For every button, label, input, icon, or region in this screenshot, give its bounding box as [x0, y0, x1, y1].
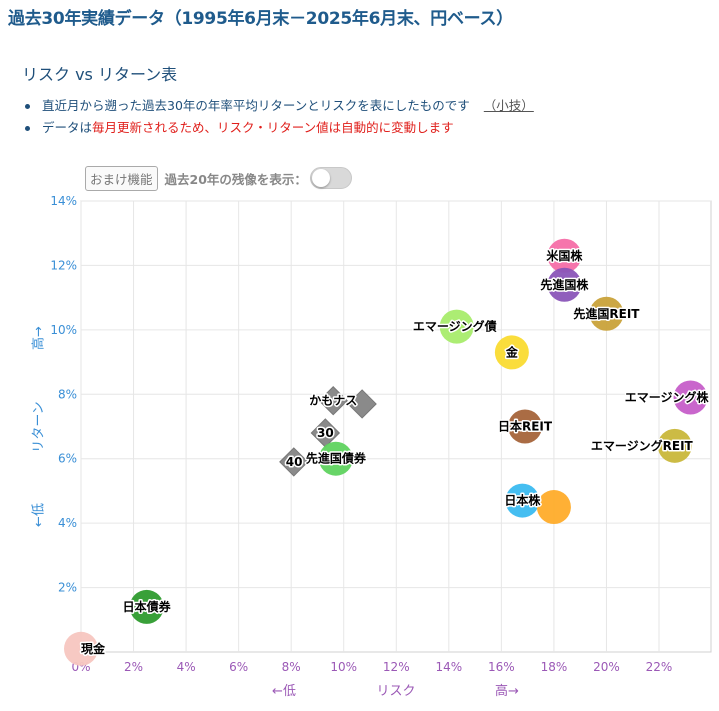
afterimage-toggle-switch[interactable]: [309, 167, 352, 189]
asset-label: 先進国株: [540, 277, 589, 292]
asset-label: 日本株: [504, 493, 541, 508]
chart-subtitle: リスク vs リターン表: [22, 65, 178, 84]
asset-label: エマージングREIT: [591, 438, 694, 453]
asset-label: 日本債券: [123, 599, 172, 614]
x-tick-label: 4%: [177, 660, 196, 674]
asset-label: エマージング株: [625, 390, 710, 405]
bonus-feature-button[interactable]: おまけ機能: [85, 165, 158, 191]
toggle-knob: [311, 169, 330, 187]
asset-point[interactable]: [439, 309, 474, 344]
y-tick-label: 2%: [58, 581, 77, 595]
note-item: 直近月から遡った過去30年の年率平均リターンとリスクを表にしたものです （小技）: [24, 96, 534, 118]
note-item: データは毎月更新されるため、リスク・リターン値は自動的に変動します: [24, 118, 534, 140]
x-axis-title: リスク: [376, 684, 415, 699]
x-tick-label: 18%: [541, 660, 568, 674]
asset-label: 現金: [81, 641, 106, 656]
y-tick-label: 4%: [58, 516, 77, 530]
y-tick-label: 6%: [58, 452, 77, 466]
x-tick-label: 8%: [282, 660, 301, 674]
asset-label: 先進国REIT: [573, 306, 640, 321]
note-text: 直近月から遡った過去30年の年率平均リターンとリスクを表にしたものです: [42, 98, 470, 113]
portfolio-marker[interactable]: [279, 447, 309, 477]
asset-point[interactable]: [673, 380, 708, 415]
asset-label: 先進国債券: [306, 451, 367, 466]
asset-point[interactable]: [64, 631, 98, 666]
x-tick-label: 16%: [488, 660, 515, 674]
notes-list: 直近月から遡った過去30年の年率平均リターンとリスクを表にしたものです （小技） …: [24, 96, 534, 140]
asset-point[interactable]: [547, 267, 582, 302]
asset-point[interactable]: [129, 589, 164, 624]
portfolio-marker[interactable]: [318, 386, 348, 416]
portfolio-label: かもナス: [309, 394, 357, 408]
asset-label: 金: [505, 344, 519, 359]
y-tick-label: 14%: [50, 194, 77, 208]
portfolio-marker[interactable]: [347, 389, 377, 419]
y-tick-label: 8%: [58, 387, 77, 401]
asset-point[interactable]: [547, 238, 582, 273]
afterimage-toggle-label: 過去20年の残像を表示：: [164, 171, 307, 187]
x-tick-label: 2%: [124, 660, 143, 674]
y-axis-title: リターン: [32, 401, 47, 452]
y-tick-label: 12%: [50, 258, 77, 272]
tips-link[interactable]: （小技）: [483, 98, 534, 113]
x-tick-label: 14%: [435, 660, 462, 674]
asset-point[interactable]: [318, 441, 353, 476]
asset-label: 米国株: [546, 248, 583, 263]
x-tick-label: 20%: [593, 660, 620, 674]
asset-point[interactable]: [536, 490, 571, 525]
asset-point[interactable]: [505, 483, 540, 518]
asset-point[interactable]: [657, 428, 692, 463]
asset-label: 日本REIT: [498, 419, 553, 434]
x-tick-label: 22%: [646, 660, 673, 674]
asset-point[interactable]: [508, 409, 543, 444]
y-axis-low-label: ←低: [32, 503, 47, 527]
x-tick-label: 6%: [229, 660, 248, 674]
x-tick-label: 10%: [330, 660, 357, 674]
asset-point[interactable]: [494, 335, 529, 370]
note-warning-text: 毎月更新されるため、リスク・リターン値は自動的に変動します: [92, 120, 454, 135]
page-heading: 過去30年実績データ（1995年6月末－2025年6月末、円ベース）: [8, 9, 513, 29]
note-text: データは: [42, 120, 93, 135]
portfolio-label: 30: [317, 426, 334, 440]
x-axis-low-label: ←低: [272, 684, 296, 699]
y-axis-high-label: 高→: [31, 326, 47, 350]
x-tick-label: 12%: [383, 660, 410, 674]
asset-label: エマージング債: [413, 319, 497, 334]
portfolio-label: 40: [286, 455, 303, 469]
asset-point[interactable]: [589, 296, 624, 331]
afterimage-control: おまけ機能 過去20年の残像を表示：: [85, 165, 352, 191]
x-axis-high-label: 高→: [495, 683, 519, 699]
y-tick-label: 10%: [50, 323, 77, 337]
